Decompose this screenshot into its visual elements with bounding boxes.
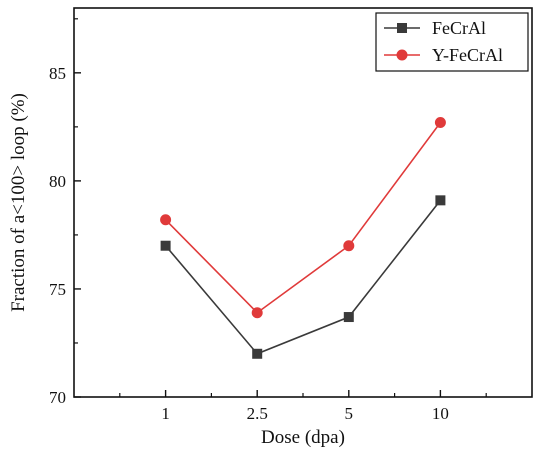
series-line <box>164 199 442 355</box>
series-y-fecral <box>160 117 446 319</box>
y-axis-title: Fraction of a<100> loop (%) <box>8 93 29 312</box>
x-tick-label: 2.5 <box>247 404 268 423</box>
data-point <box>252 348 263 359</box>
data-point <box>434 117 446 129</box>
legend-label: FeCrAl <box>432 18 486 38</box>
axes-layer: 70 75 80 85 1 2.5 5 10 <box>49 7 533 423</box>
legend-marker <box>397 23 407 33</box>
x-axis-title: Dose (dpa) <box>261 427 345 448</box>
data-point <box>343 312 354 323</box>
data-point <box>160 214 172 226</box>
series-fecral <box>160 195 446 359</box>
x-tick-label: 10 <box>432 404 449 423</box>
data-point <box>160 240 171 251</box>
legend-marker <box>396 49 408 61</box>
legend-item: FeCrAl <box>384 18 486 38</box>
legend: FeCrAl Y-FeCrAl <box>375 12 529 72</box>
data-point <box>435 195 446 206</box>
series-layer <box>160 117 446 359</box>
x-tick-label: 5 <box>345 404 354 423</box>
legend-item: Y-FeCrAl <box>384 45 503 65</box>
legend-label: Y-FeCrAl <box>432 45 503 65</box>
y-tick-label: 70 <box>49 388 66 407</box>
y-tick-label: 85 <box>49 64 66 83</box>
y-tick-label: 80 <box>49 172 66 191</box>
legend-box <box>375 12 529 72</box>
series-line <box>165 122 442 314</box>
data-point <box>343 240 355 252</box>
y-tick-label: 75 <box>49 280 66 299</box>
x-tick-label: 1 <box>161 404 170 423</box>
data-point <box>251 307 263 319</box>
